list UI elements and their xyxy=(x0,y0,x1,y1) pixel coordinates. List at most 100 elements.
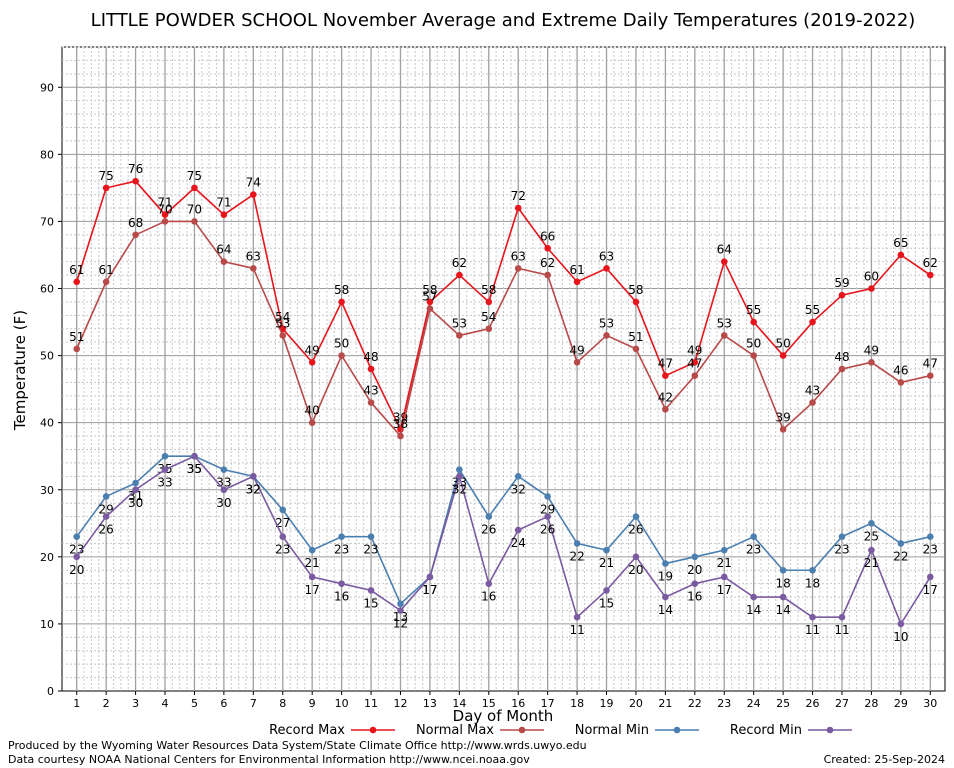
data-label: 39 xyxy=(775,410,790,424)
series-line xyxy=(76,455,931,606)
data-point xyxy=(220,211,228,219)
data-label: 64 xyxy=(216,243,231,257)
data-label: 23 xyxy=(363,543,378,557)
data-label: 62 xyxy=(540,256,555,270)
data-label: 61 xyxy=(569,263,584,277)
y-tick-label: 20 xyxy=(40,551,54,564)
data-point xyxy=(897,379,905,386)
data-label: 49 xyxy=(305,343,320,357)
data-label: 30 xyxy=(128,496,143,510)
legend-item: Normal Max xyxy=(416,723,544,738)
data-label: 21 xyxy=(864,556,879,570)
data-point xyxy=(662,405,669,413)
data-label: 53 xyxy=(452,316,467,330)
data-point xyxy=(868,519,875,527)
data-label: 17 xyxy=(923,583,938,597)
data-label: 13 xyxy=(393,610,408,624)
x-tick-label: 23 xyxy=(717,697,731,710)
data-label: 49 xyxy=(687,343,702,357)
x-tick-label: 20 xyxy=(629,697,643,710)
data-label: 63 xyxy=(599,249,614,263)
data-label: 17 xyxy=(422,583,437,597)
data-point xyxy=(191,452,198,460)
data-point xyxy=(662,593,669,601)
data-point xyxy=(750,352,757,359)
data-point xyxy=(838,533,846,541)
data-label: 16 xyxy=(481,590,496,604)
data-label: 15 xyxy=(599,596,614,610)
data-label: 48 xyxy=(363,350,378,364)
data-label: 54 xyxy=(481,310,496,324)
data-label: 58 xyxy=(422,283,437,297)
data-point xyxy=(485,325,493,333)
footer-produced-by: Produced by the Wyoming Water Resources … xyxy=(8,739,587,752)
legend-swatch-marker xyxy=(673,726,681,734)
data-point xyxy=(456,466,463,473)
data-point xyxy=(691,553,699,561)
data-label: 26 xyxy=(540,523,555,537)
data-label: 17 xyxy=(305,583,320,597)
data-point xyxy=(279,506,287,514)
data-point xyxy=(367,399,375,406)
data-label: 75 xyxy=(99,169,114,183)
data-label: 46 xyxy=(893,363,908,377)
data-label: 32 xyxy=(246,482,261,496)
series-line xyxy=(75,180,931,432)
data-label: 23 xyxy=(334,543,349,557)
x-tick-label: 19 xyxy=(600,697,614,710)
data-label: 47 xyxy=(658,357,673,371)
data-label: 20 xyxy=(687,563,702,577)
data-label: 64 xyxy=(717,243,732,257)
data-point xyxy=(691,372,699,380)
data-label: 48 xyxy=(834,350,849,364)
data-label: 47 xyxy=(923,357,938,371)
data-label: 62 xyxy=(923,256,938,270)
data-label: 66 xyxy=(540,229,555,243)
data-point xyxy=(926,372,934,380)
data-point xyxy=(456,332,463,339)
data-point xyxy=(161,452,169,460)
data-point xyxy=(544,271,551,279)
data-point xyxy=(132,177,139,185)
data-label: 27 xyxy=(275,516,290,530)
data-label: 17 xyxy=(717,583,732,597)
data-point xyxy=(632,298,640,306)
y-tick-label: 30 xyxy=(40,484,54,497)
data-label: 70 xyxy=(157,202,172,216)
y-tick-label: 0 xyxy=(47,685,54,698)
data-point xyxy=(338,298,345,306)
data-point xyxy=(603,587,610,594)
x-tick-label: 25 xyxy=(776,697,790,710)
data-label: 18 xyxy=(775,576,790,590)
data-point xyxy=(779,426,787,433)
data-point xyxy=(720,573,728,581)
data-point xyxy=(632,513,640,520)
data-point xyxy=(691,358,699,366)
legend-label: Record Min xyxy=(730,723,802,738)
data-label: 23 xyxy=(834,543,849,557)
data-point xyxy=(308,546,316,554)
data-point xyxy=(691,580,699,587)
data-label: 21 xyxy=(599,556,614,570)
x-tick-label: 2 xyxy=(103,697,110,710)
legend-item: Record Min xyxy=(730,723,852,738)
data-point xyxy=(308,419,316,426)
data-label: 70 xyxy=(187,202,202,216)
data-point xyxy=(132,486,139,494)
data-label: 20 xyxy=(69,563,84,577)
data-label: 49 xyxy=(864,343,879,357)
data-point xyxy=(779,352,787,359)
x-tick-label: 29 xyxy=(894,697,908,710)
data-point xyxy=(161,211,169,219)
data-label: 25 xyxy=(864,529,879,543)
x-axis-ticks: 1 2 3 4 5 6 7 8 9 10 11 12 13 14 15 16 17 18 19 20 21 22 23 24 2… xyxy=(73,691,937,710)
data-point xyxy=(456,271,463,279)
legend: Record Max Normal Max Normal Min Record Min xyxy=(269,723,852,738)
data-point xyxy=(308,358,316,366)
x-tick-label: 10 xyxy=(335,697,349,710)
data-label: 43 xyxy=(805,384,820,398)
x-tick-label: 7 xyxy=(250,697,257,710)
data-point xyxy=(779,593,787,601)
data-point xyxy=(220,486,228,494)
data-label: 26 xyxy=(481,523,496,537)
